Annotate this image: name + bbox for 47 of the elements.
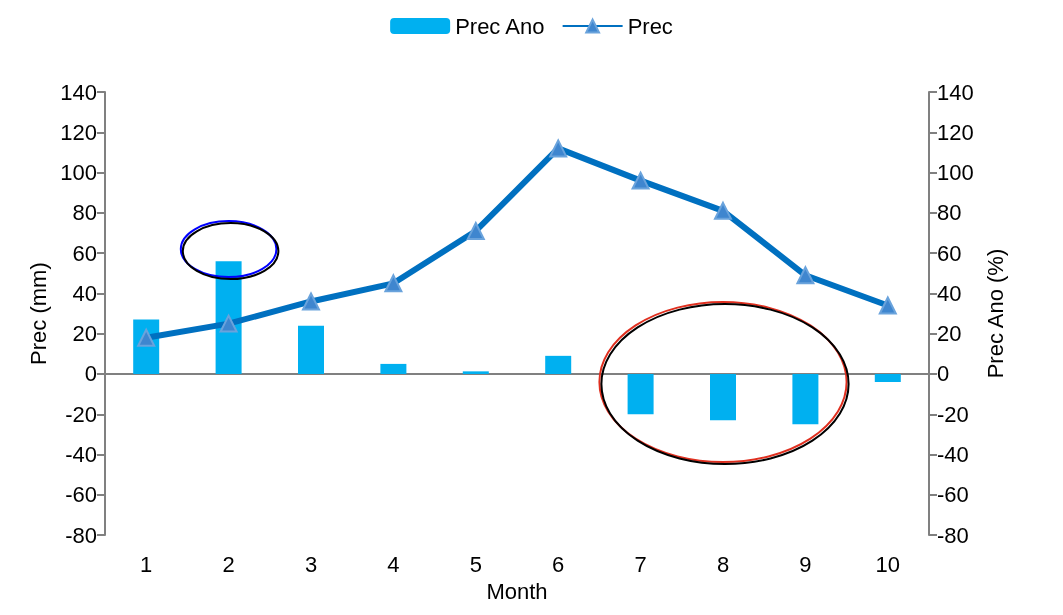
y2-tick-label: -60 [937,482,969,508]
y-tick-label: -60 [65,482,97,508]
x-tick-label: 7 [634,551,647,577]
legend-label: Prec Ano [455,13,545,39]
y-tick-label: 120 [60,119,97,145]
y-tick-label: -40 [65,442,97,468]
x-tick-label: 6 [552,551,565,577]
bar [462,371,489,374]
y-tick-label: 100 [60,160,97,186]
x-tick-label: 8 [716,551,730,577]
bar [710,373,736,421]
bar [874,373,901,383]
x-axis-title: Month [486,578,548,604]
bar [380,363,407,374]
legend-label: Prec [627,13,673,39]
y-tick-label: 80 [72,200,97,226]
bar [792,373,819,425]
y2-tick-label: -80 [937,522,969,548]
y2-tick-label: 60 [937,240,962,266]
x-tick-label: 10 [875,551,901,577]
y-tick-label: -20 [65,401,97,427]
y-tick-label: 20 [72,321,97,347]
y2-tick-label: 120 [937,119,974,145]
bar [298,325,324,374]
x-tick-label: 5 [469,551,482,577]
y2-tick-label: 20 [937,321,962,347]
x-tick-label: 3 [304,551,318,577]
y2-tick-label: 140 [937,79,974,105]
x-tick-label: 1 [140,551,153,577]
bar [627,373,654,415]
x-tick-label: 9 [799,551,812,577]
y2-tick-label: -20 [937,401,969,427]
bar [545,355,572,374]
y2-tick-label: 40 [937,280,962,306]
x-tick-label: 4 [387,551,400,577]
y-tick-label: 0 [84,361,97,387]
y2-tick-label: 100 [937,160,974,186]
y-tick-label: 40 [72,280,97,306]
x-tick-label: 2 [222,551,235,577]
y2-tick-label: -40 [937,442,969,468]
y-axis-title: Prec (mm) [25,262,51,365]
y2-tick-label: 80 [937,200,962,226]
y2-axis-title: Prec Ano (%) [983,248,1009,379]
y2-tick-label: 0 [937,361,950,387]
y-tick-label: 140 [60,79,97,105]
y-tick-label: 60 [72,240,97,266]
y-tick-label: -80 [65,522,97,548]
